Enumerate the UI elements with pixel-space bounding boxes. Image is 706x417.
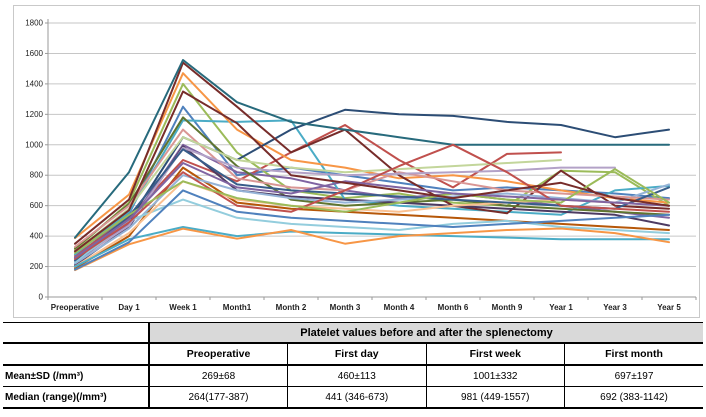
x-axis-label: Month1 — [223, 303, 252, 312]
x-axis-label: Month 2 — [276, 303, 307, 312]
x-axis-label: Month 4 — [384, 303, 415, 312]
table-header-row: Preoperative First day First week First … — [3, 343, 703, 366]
y-axis-label: 600 — [30, 201, 44, 210]
column-header-first-month: First month — [564, 343, 703, 366]
series-line-p9 — [74, 116, 670, 250]
y-axis-label: 800 — [30, 171, 44, 180]
series-line-p20 — [74, 143, 670, 260]
table-stub-cell — [3, 343, 149, 366]
line-chart-canvas: 0 200 400 600 800 1000 1200 1400 1600 1800 Preoper… — [25, 19, 697, 312]
series-line-p11 — [74, 59, 670, 239]
median-first-day: 441 (346-673) — [287, 386, 426, 409]
row-label-mean-sd: Mean±SD (/mm³) — [3, 365, 149, 387]
table-corner-cell — [3, 322, 149, 344]
series-line-p13 — [74, 174, 670, 265]
series-line-p17 — [74, 198, 670, 263]
series-line-p16 — [74, 146, 616, 262]
y-axis-label: 200 — [30, 262, 44, 271]
median-first-week: 981 (449-1557) — [425, 386, 565, 409]
series-line-p7 — [74, 108, 670, 260]
y-axis-label: 1800 — [25, 19, 43, 28]
mean-first-day: 460±113 — [287, 365, 426, 387]
table-title-row: Platelet values before and after the spl… — [3, 322, 703, 344]
y-axis-label: 1200 — [25, 110, 43, 119]
series-line-p26 — [74, 90, 670, 253]
series-line-p5 — [74, 119, 670, 256]
x-axis-label: Month 6 — [438, 303, 469, 312]
series-line-p6 — [74, 72, 670, 240]
x-axis-label: Year 1 — [549, 303, 573, 312]
x-axis-label: Day 1 — [118, 303, 140, 312]
series-line-p8 — [74, 61, 670, 245]
mean-preoperative: 269±68 — [148, 365, 288, 387]
table-row-median-range: Median (range)(/mm³) 264(177-387) 441 (3… — [3, 386, 703, 409]
series-line-p14 — [74, 128, 670, 248]
y-axis-label: 400 — [30, 232, 44, 241]
x-axis-label: Year 3 — [603, 303, 627, 312]
x-axis-label: Preoperative — [51, 303, 100, 312]
x-axis-label: Month 9 — [492, 303, 523, 312]
median-preoperative: 264(177-387) — [148, 386, 288, 409]
series-line-p22 — [74, 162, 670, 259]
y-axis-label: 1400 — [25, 79, 43, 88]
series-line-p12 — [74, 166, 670, 270]
series-line-p23 — [74, 226, 670, 268]
x-axis-label: Year 5 — [657, 303, 681, 312]
series-line-p15 — [74, 136, 562, 253]
x-axis-label: Week 1 — [169, 303, 197, 312]
mean-first-month: 697±197 — [564, 365, 703, 387]
median-first-month: 692 (383-1142) — [564, 386, 703, 409]
mean-first-week: 1001±332 — [425, 365, 565, 387]
column-header-preoperative: Preoperative — [148, 343, 288, 366]
series-line-p25 — [74, 189, 670, 271]
series-line-p21 — [74, 168, 670, 254]
x-axis-label: Month 3 — [330, 303, 361, 312]
platelet-summary-table: Platelet values before and after the spl… — [3, 322, 703, 409]
column-header-first-week: First week — [425, 343, 565, 366]
table-title: Platelet values before and after the spl… — [148, 322, 703, 344]
series-line-p24 — [74, 227, 670, 272]
column-header-first-day: First day — [287, 343, 426, 366]
y-axis-label: 0 — [39, 293, 44, 302]
y-axis-label: 1000 — [25, 140, 43, 149]
y-axis-label: 1600 — [25, 49, 43, 58]
platelet-line-chart: 0 200 400 600 800 1000 1200 1400 1600 1800 Preoper… — [13, 5, 700, 318]
table-row-mean-sd: Mean±SD (/mm³) 269±68 460±113 1001±332 6… — [3, 365, 703, 387]
row-label-median-range: Median (range)(/mm³) — [3, 386, 149, 409]
